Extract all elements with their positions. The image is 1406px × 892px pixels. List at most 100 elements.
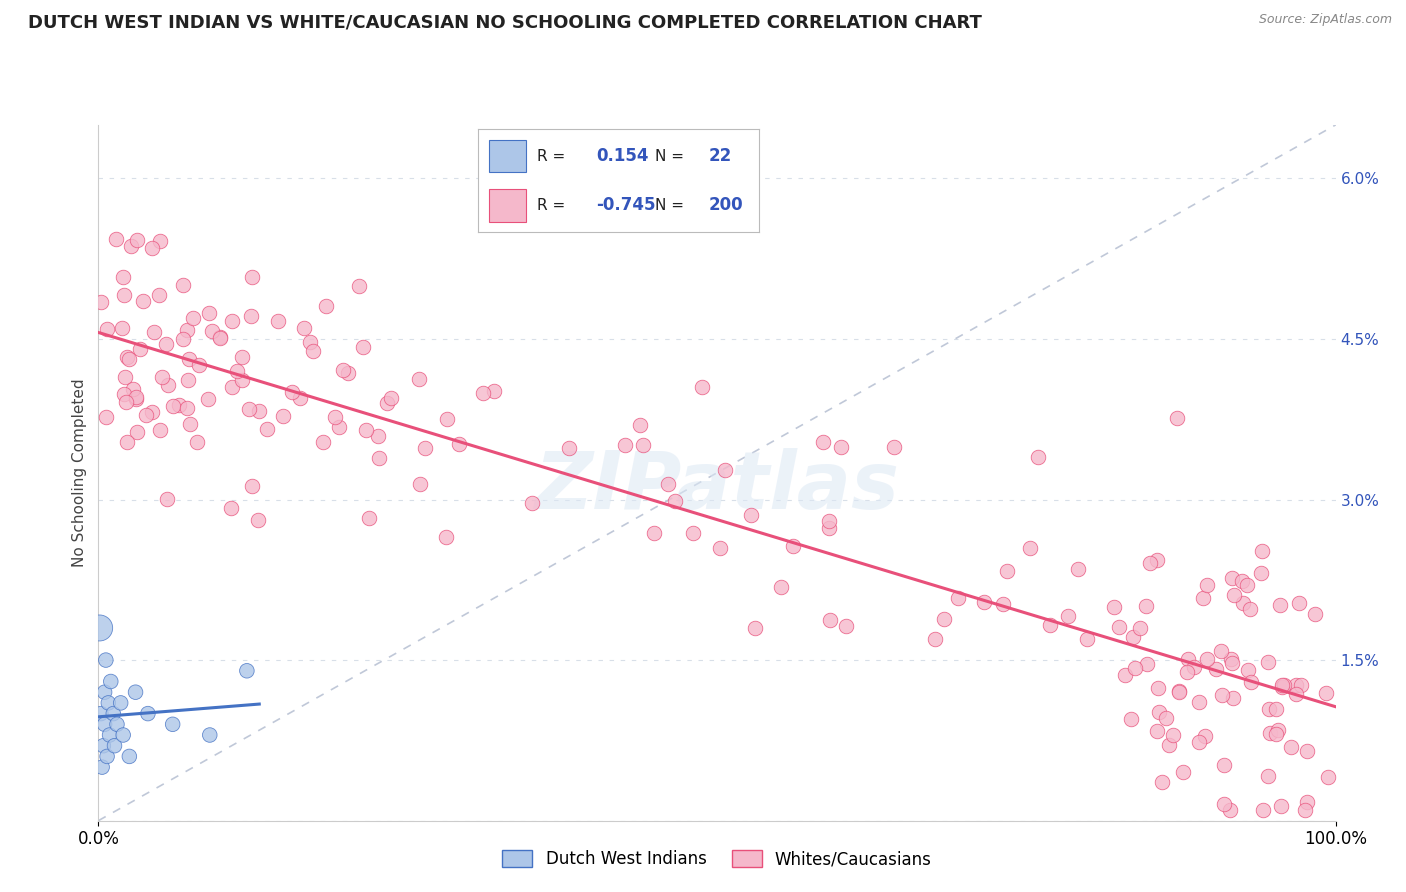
Point xyxy=(1285,678,1308,692)
Point xyxy=(1289,678,1312,692)
Point xyxy=(1219,803,1241,817)
Point xyxy=(1250,544,1272,558)
Point xyxy=(112,728,135,742)
Point xyxy=(1135,599,1157,614)
Point xyxy=(90,295,112,310)
Legend: Dutch West Indians, Whites/Caucasians: Dutch West Indians, Whites/Caucasians xyxy=(496,844,938,875)
Point xyxy=(1211,688,1233,702)
Point xyxy=(143,325,166,339)
Point xyxy=(1194,729,1216,743)
Point xyxy=(380,391,402,405)
Point xyxy=(1236,663,1258,677)
Point xyxy=(1288,596,1310,610)
Point xyxy=(209,331,232,345)
Text: 0.154: 0.154 xyxy=(596,147,648,165)
Point xyxy=(471,385,494,400)
Point xyxy=(1271,678,1294,692)
Point xyxy=(1212,797,1234,811)
Point xyxy=(1258,701,1281,715)
Text: R =: R = xyxy=(537,198,565,213)
Point xyxy=(156,491,179,506)
Point xyxy=(830,440,852,454)
Point xyxy=(96,321,118,335)
Point xyxy=(740,508,762,523)
Point xyxy=(1222,691,1244,706)
Point xyxy=(118,749,141,764)
Point xyxy=(1220,571,1243,585)
Point xyxy=(311,434,333,449)
Text: N =: N = xyxy=(655,148,685,163)
Point xyxy=(177,373,200,387)
Point xyxy=(181,310,204,325)
Point xyxy=(281,384,304,399)
Point xyxy=(236,664,259,678)
Text: Source: ZipAtlas.com: Source: ZipAtlas.com xyxy=(1258,13,1392,27)
Point xyxy=(111,320,134,334)
Point xyxy=(347,278,370,293)
Point xyxy=(89,621,111,635)
Point xyxy=(336,366,359,380)
Point xyxy=(1296,795,1319,809)
Point xyxy=(1166,410,1188,425)
Point xyxy=(150,369,173,384)
Point xyxy=(179,351,201,366)
Point xyxy=(247,404,270,418)
Point xyxy=(1146,553,1168,567)
Point xyxy=(1122,630,1144,644)
Point xyxy=(288,391,311,405)
Point xyxy=(447,436,470,450)
Point xyxy=(682,526,704,541)
Point xyxy=(1067,562,1090,576)
Point xyxy=(354,424,377,438)
Point xyxy=(1257,769,1279,783)
Point xyxy=(1076,632,1098,647)
Point xyxy=(238,401,260,416)
Point xyxy=(125,392,148,406)
Point xyxy=(408,372,430,386)
Point xyxy=(325,409,347,424)
Point xyxy=(149,234,172,248)
Point xyxy=(155,337,177,351)
Point xyxy=(247,513,270,527)
Point xyxy=(367,429,389,443)
Point xyxy=(1240,675,1263,690)
Point xyxy=(127,425,149,439)
Point xyxy=(924,632,946,646)
Point xyxy=(643,525,665,540)
Point xyxy=(1267,723,1289,737)
Point xyxy=(1147,681,1170,696)
Point xyxy=(100,674,122,689)
Point xyxy=(127,233,149,247)
Point xyxy=(375,396,398,410)
Point xyxy=(179,417,201,431)
Point xyxy=(1177,652,1199,666)
Point xyxy=(103,706,125,721)
Point xyxy=(1114,667,1136,681)
Point xyxy=(368,450,391,465)
Point xyxy=(1019,541,1042,555)
Point xyxy=(141,242,163,256)
Point xyxy=(1236,578,1258,592)
Point xyxy=(105,232,128,246)
Point xyxy=(115,435,138,450)
Point xyxy=(818,613,841,627)
Point xyxy=(315,299,337,313)
Point xyxy=(769,580,792,594)
Point xyxy=(1265,727,1288,741)
Point xyxy=(221,380,243,394)
Point xyxy=(271,409,294,423)
Point xyxy=(1026,450,1049,465)
Point xyxy=(1161,729,1184,743)
Point xyxy=(1270,798,1292,813)
Point xyxy=(1279,740,1302,755)
Point xyxy=(995,564,1018,578)
Point xyxy=(883,441,905,455)
Point xyxy=(1104,599,1126,614)
Point xyxy=(1136,657,1159,671)
Point xyxy=(114,370,136,384)
Point xyxy=(110,696,132,710)
Point xyxy=(112,386,135,401)
Point xyxy=(811,435,834,450)
Text: 22: 22 xyxy=(709,147,733,165)
Point xyxy=(1139,556,1161,570)
